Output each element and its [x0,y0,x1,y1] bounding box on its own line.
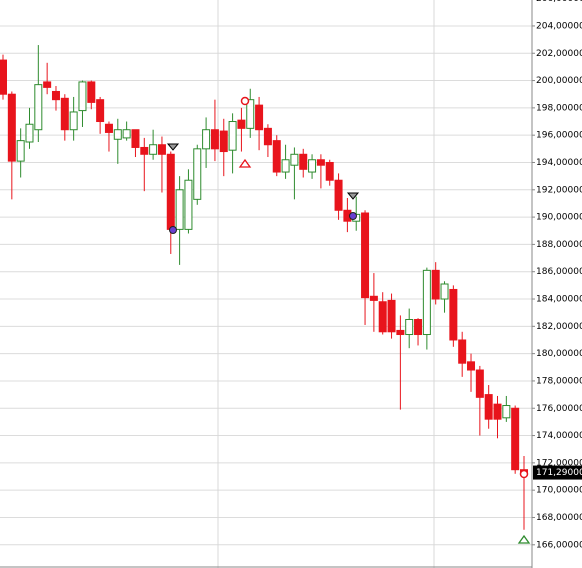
candle-body [422,269,431,336]
y-tick-label: 206,000000 [536,0,582,4]
candle-body [43,81,52,88]
candle-body [202,129,211,150]
candle-body [502,405,511,419]
candle-body [431,269,440,300]
candle-body [193,148,202,200]
candle-body [475,369,484,398]
candle-body [511,407,520,471]
candle-body [96,99,105,123]
candle-body [237,119,246,129]
candle-body [299,153,308,170]
signal-dot [169,226,177,234]
candle-body [166,153,175,230]
candle-body [78,81,87,112]
sell-marker [166,143,180,151]
candle-body [69,111,78,131]
candle-body [272,140,281,173]
last-price-box [533,465,582,480]
candle-body [493,403,502,420]
y-tick-label: 198,000000 [536,103,582,113]
candle-body [458,339,467,364]
candle-body [405,319,414,336]
candle-body [440,283,449,300]
candle-body [281,159,290,173]
candle-body [175,189,184,230]
candle-body [316,159,325,166]
candle-body [25,123,34,143]
y-tick-label: 196,000000 [536,131,582,141]
y-tick-label: 184,000000 [536,295,582,305]
candles [0,45,528,530]
buy-marker [517,534,531,544]
candle-body [255,104,264,131]
y-tick-label: 170,000000 [536,486,582,496]
candle-body [140,146,149,155]
candle-body [246,99,255,129]
candle-body [263,127,272,146]
sell-marker [346,192,360,200]
signal-markers [166,96,531,544]
candle-body [149,144,158,155]
candle-body [219,130,228,153]
candle-body [16,140,25,162]
y-tick-label: 200,000000 [536,76,582,86]
candle-body [449,288,458,341]
candle-body [184,179,193,230]
candle-body [467,361,476,371]
candle-body [131,129,140,148]
y-tick-label: 190,000000 [536,213,582,223]
y-tick-label: 192,000000 [536,185,582,195]
y-tick-label: 166,000000 [536,540,582,550]
candle-body [210,129,219,150]
candle-body [484,394,493,420]
candle-body [51,90,60,101]
candle-body [290,153,299,166]
candle-body [369,295,378,301]
signal-dot [349,212,357,220]
y-tick-label: 178,000000 [536,376,582,386]
candle-body [387,299,396,333]
y-tick-label: 168,000000 [536,513,582,523]
candle-body [334,179,343,211]
candle-body [122,129,131,139]
candle-body [104,123,113,133]
candle-body [414,319,423,336]
candle-body [60,97,69,131]
candle-body [7,93,16,162]
last-price-label: 171,290000 [536,468,582,478]
signal-circle [240,96,250,106]
y-tick-label: 186,000000 [536,267,582,277]
candle-body [378,301,387,333]
y-tick-label: 194,000000 [536,158,582,168]
candle-body [228,121,237,151]
signal-circle [519,469,529,479]
y-axis: 166,000000 168,000000 170,000000 172,000000… [532,0,582,550]
grid [0,25,532,546]
candle-body [325,161,334,181]
y-tick-label: 204,000000 [536,21,582,31]
candle-body [0,59,7,95]
y-tick-label: 176,000000 [536,404,582,414]
y-tick-label: 172,000000 [536,458,582,468]
y-tick-label: 174,000000 [536,431,582,441]
candle-body [34,84,43,131]
candle-body [396,329,405,336]
buy-marker [238,158,252,168]
candle-body [87,81,96,103]
y-tick-label: 182,000000 [536,322,582,332]
y-tick-label: 188,000000 [536,240,582,250]
candle-body [361,212,370,299]
candle-body [157,144,166,155]
candle-body [113,129,122,140]
y-tick-label: 180,000000 [536,349,582,359]
candle-body [308,159,317,173]
y-tick-label: 202,000000 [536,49,582,59]
